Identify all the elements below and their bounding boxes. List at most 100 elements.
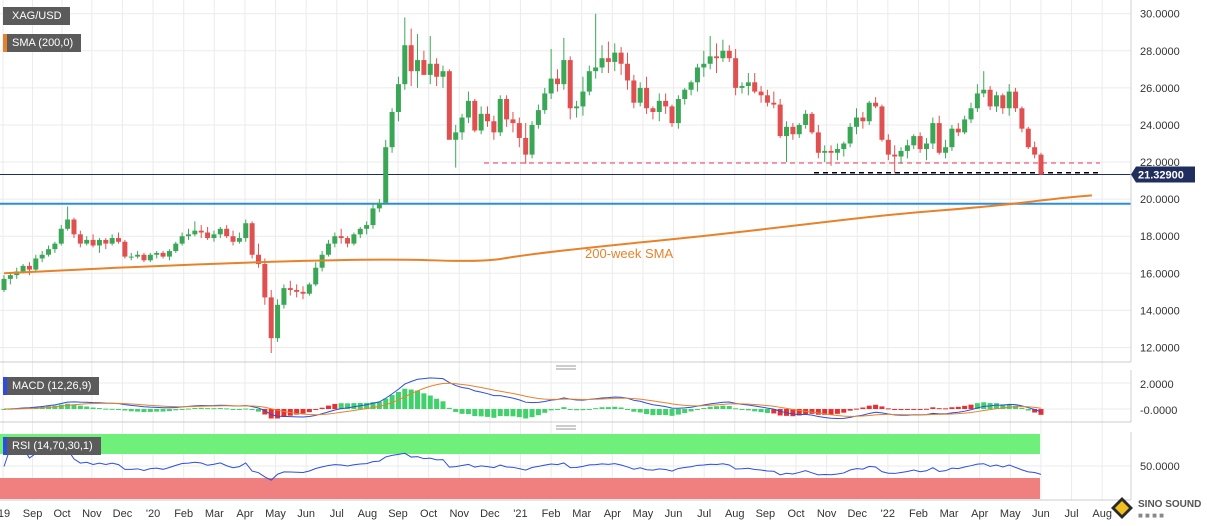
candle-body (777, 104, 783, 137)
price-tick-label: 14.0000 (1140, 305, 1180, 317)
macd-bar (446, 407, 452, 409)
candle-body (987, 89, 993, 107)
x-tick-label: Jun (1032, 508, 1050, 520)
macd-bar (376, 401, 382, 409)
candle-body (268, 297, 274, 339)
watermark-text: SINO SOUND (1138, 499, 1201, 510)
macd-bar (122, 409, 128, 411)
macd-bar (834, 409, 840, 414)
x-tick-label: Aug (358, 508, 378, 520)
sma-line (3, 194, 1092, 275)
macd-bar (313, 409, 319, 410)
macd-bar (815, 409, 821, 415)
sma-legend[interactable]: SMA (200,0) (3, 34, 82, 52)
candle-body (758, 91, 764, 96)
x-tick-label: Mar (940, 508, 959, 520)
candle-body (885, 139, 891, 155)
candle-body (790, 126, 796, 135)
candle-body (383, 147, 389, 203)
candle-body (847, 126, 853, 144)
macd-bar (109, 408, 115, 410)
candle-body (306, 284, 312, 294)
candle-body (930, 123, 936, 144)
candle-body (580, 91, 586, 107)
macd-bar (478, 409, 484, 417)
macd-bar (402, 388, 408, 409)
svg-text:■ ■ ■ ■: ■ ■ ■ ■ (1138, 511, 1164, 520)
candle-body (198, 230, 204, 233)
macd-bar (593, 408, 599, 410)
candle-body (211, 234, 217, 239)
candle-body (510, 119, 516, 124)
x-tick-label: Feb (542, 508, 561, 520)
macd-bar (1019, 407, 1025, 409)
candle-body (561, 60, 567, 85)
macd-bar (694, 409, 700, 410)
macd-bar (936, 408, 942, 410)
candle-body (879, 106, 885, 140)
candle-body (294, 289, 300, 292)
macd-signal-line (3, 382, 1042, 417)
candle-body (275, 304, 281, 339)
price-tick-label: 30.0000 (1140, 9, 1180, 21)
x-tick-label: '21 (513, 508, 527, 520)
candle-body (752, 82, 758, 92)
macd-bar (866, 405, 872, 409)
macd-bar (1038, 409, 1044, 415)
candle-body (160, 252, 166, 257)
x-tick-label: Aug (1092, 508, 1112, 520)
macd-bar (77, 405, 83, 409)
candle-body (523, 137, 529, 155)
candle-body (803, 113, 809, 125)
macd-bar (230, 409, 236, 410)
macd-bar (714, 406, 720, 409)
candle-body (656, 100, 662, 112)
rsi-oversold-zone (0, 478, 1040, 499)
candle-body (726, 50, 732, 59)
candle-body (714, 56, 720, 59)
macd-bar (726, 406, 732, 409)
candle-body (1000, 95, 1006, 109)
macd-legend[interactable]: MACD (12,26,9) (3, 377, 100, 395)
macd-tick-zero: -0.0000 (1140, 405, 1177, 417)
macd-bar (415, 390, 421, 409)
symbol-legend[interactable]: XAG/USD (3, 7, 70, 25)
x-tick-label: Apr (604, 508, 621, 520)
pane-resize-handle[interactable] (556, 365, 576, 370)
macd-bar (809, 409, 815, 414)
candle-body (809, 113, 815, 133)
candle-body (974, 93, 980, 109)
macd-bar (796, 409, 802, 416)
macd-bar (993, 403, 999, 409)
candle-body (949, 128, 955, 148)
rsi-legend[interactable]: RSI (14,70,30,1) (3, 437, 101, 455)
candlestick-series (1, 13, 1044, 354)
macd-bar (892, 409, 898, 410)
candle-body (440, 71, 446, 77)
macd-bar (395, 391, 401, 409)
price-tick-label: 12.0000 (1140, 342, 1180, 354)
macd-bar (669, 409, 675, 416)
time-axis: '19 Sep Oct Nov Dec '20 Feb Mar Apr May Jun Jul Aug S… (0, 508, 1112, 520)
candle-body (981, 89, 987, 94)
pane-resize-handle-2[interactable] (556, 425, 576, 430)
macd-bar (822, 409, 828, 415)
current-price-label: 21.32900 (1138, 169, 1184, 181)
candle-body (217, 228, 223, 235)
rsi-overbought-zone (0, 434, 1040, 454)
candle-body (911, 136, 917, 146)
candle-body (764, 95, 770, 103)
macd-bar (141, 409, 147, 413)
macd-bar (338, 403, 344, 409)
macd-bar (548, 409, 554, 411)
candle-body (504, 99, 510, 120)
x-tick-label: Jul (330, 508, 344, 520)
macd-bar (860, 407, 866, 409)
x-tick-label: Jun (297, 508, 315, 520)
price-pane: 200-week SMA 30.0000 28.0000 26.0000 24.000… (0, 0, 1195, 500)
macd-bar (605, 407, 611, 409)
macd-bar (688, 409, 694, 412)
x-tick-label: '19 (0, 508, 10, 520)
candle-body (459, 117, 465, 133)
macd-bar (701, 408, 707, 410)
